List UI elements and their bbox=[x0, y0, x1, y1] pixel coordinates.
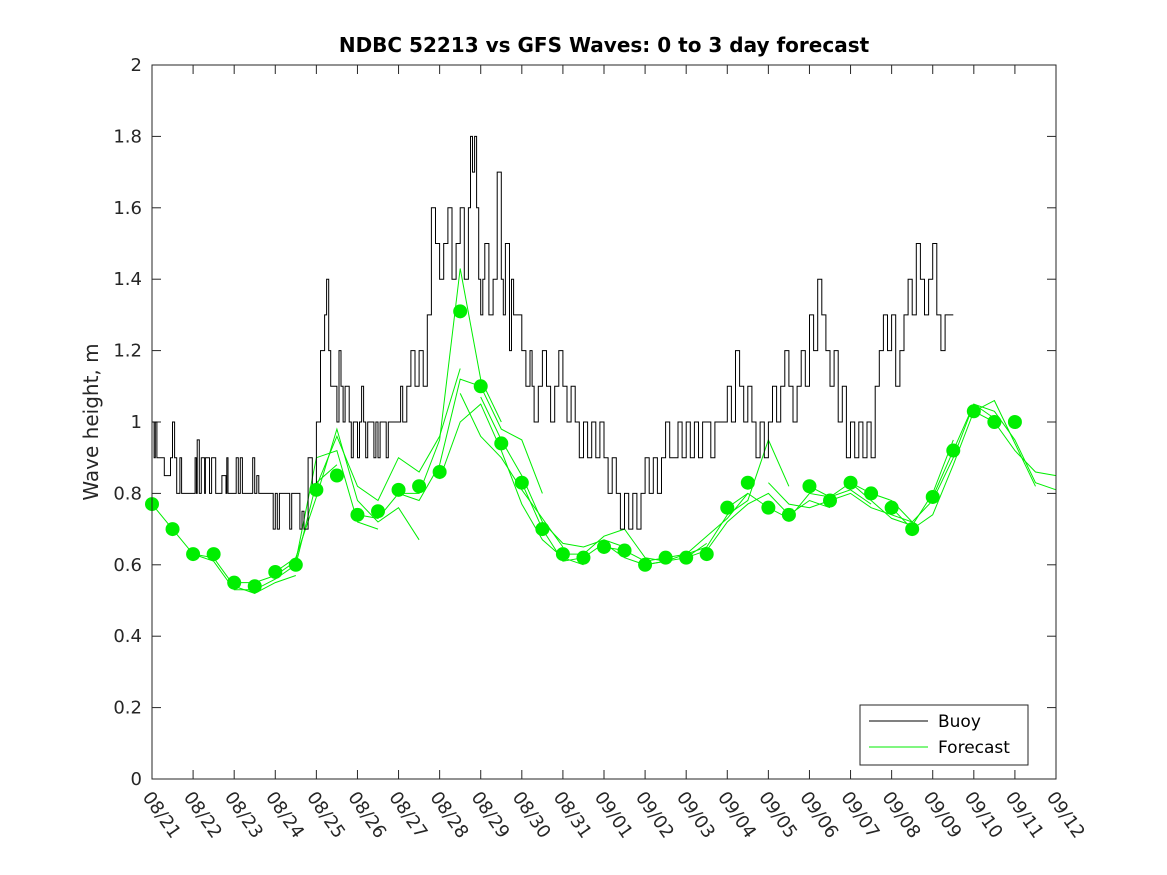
forecast-point bbox=[946, 443, 961, 458]
x-tick-label: 08/23 bbox=[220, 788, 267, 843]
forecast-point bbox=[165, 522, 180, 537]
buoy-series-line bbox=[152, 135, 954, 530]
x-tick-label: 09/01 bbox=[590, 788, 637, 843]
x-tick-label: 09/07 bbox=[836, 788, 883, 843]
x-tick-label: 09/05 bbox=[754, 788, 801, 843]
forecast-point bbox=[617, 543, 632, 558]
x-tick-label: 09/04 bbox=[713, 788, 760, 843]
y-axis-label: Wave height, m bbox=[79, 343, 103, 500]
y-tick-label: 1 bbox=[131, 412, 142, 433]
forecast-run-line bbox=[398, 378, 543, 502]
legend-box bbox=[859, 704, 1029, 766]
chart-title: NDBC 52213 vs GFS Waves: 0 to 3 day fore… bbox=[339, 33, 870, 57]
forecast-run-line bbox=[686, 492, 831, 559]
series-layer bbox=[145, 135, 1057, 594]
forecast-point bbox=[925, 489, 940, 504]
forecast-point bbox=[227, 575, 242, 590]
forecast-point bbox=[412, 479, 427, 494]
x-tick-label: 08/26 bbox=[343, 788, 390, 843]
y-tick-label: 2 bbox=[131, 55, 142, 76]
plot-frame bbox=[151, 64, 1057, 780]
forecast-point bbox=[391, 482, 406, 497]
x-tick-label: 08/24 bbox=[261, 788, 308, 843]
forecast-point bbox=[535, 522, 550, 537]
x-tick-label: 09/12 bbox=[1042, 788, 1089, 843]
x-tick-label: 08/29 bbox=[467, 788, 514, 843]
forecast-point bbox=[206, 547, 221, 562]
forecast-point bbox=[247, 579, 262, 594]
forecast-run-line bbox=[973, 410, 1057, 477]
x-tick-label: 08/31 bbox=[549, 788, 596, 843]
x-tick-label: 09/09 bbox=[919, 788, 966, 843]
forecast-run-line bbox=[275, 427, 420, 573]
y-tick-label: 0.4 bbox=[113, 626, 142, 647]
forecast-point bbox=[453, 304, 468, 319]
forecast-point bbox=[329, 468, 344, 483]
forecast-point bbox=[864, 486, 879, 501]
forecast-point bbox=[843, 475, 858, 490]
forecast-point bbox=[371, 504, 385, 519]
forecast-point bbox=[987, 415, 1002, 429]
x-tick-labels: 08/2108/2208/2308/2408/2508/2608/2708/28… bbox=[138, 788, 1089, 843]
forecast-point bbox=[309, 482, 324, 497]
x-tick-label: 09/03 bbox=[672, 788, 719, 843]
x-tick-label: 08/22 bbox=[179, 788, 226, 843]
x-tick-label: 08/21 bbox=[138, 788, 185, 843]
forecast-point bbox=[494, 436, 509, 451]
forecast-point bbox=[884, 500, 899, 515]
forecast-point bbox=[823, 493, 837, 508]
forecast-point bbox=[638, 557, 653, 572]
forecast-point bbox=[576, 550, 591, 565]
legend: Buoy Forecast bbox=[859, 704, 1029, 766]
forecast-point bbox=[740, 475, 755, 490]
x-tick-label: 08/30 bbox=[508, 788, 555, 843]
x-tick-label: 08/27 bbox=[384, 788, 431, 843]
x-tick-label: 09/10 bbox=[960, 788, 1007, 843]
legend-forecast-label: Forecast bbox=[938, 738, 1010, 758]
forecast-point bbox=[268, 564, 283, 579]
y-tick-label: 0 bbox=[131, 769, 142, 790]
y-tick-label: 1.8 bbox=[113, 126, 142, 147]
axis-ticks bbox=[151, 64, 1057, 780]
forecast-point bbox=[802, 479, 817, 494]
y-tick-label: 1.2 bbox=[113, 341, 142, 362]
forecast-point bbox=[350, 507, 365, 522]
forecast-run-line bbox=[192, 464, 338, 591]
forecast-point bbox=[679, 550, 694, 565]
forecast-point bbox=[514, 475, 529, 490]
forecast-point bbox=[966, 404, 981, 419]
x-tick-label: 09/08 bbox=[878, 788, 925, 843]
forecast-run-line bbox=[315, 368, 461, 502]
x-tick-label: 08/25 bbox=[302, 788, 349, 843]
forecast-point bbox=[720, 500, 735, 515]
forecast-point bbox=[288, 557, 303, 572]
forecast-point bbox=[699, 547, 714, 562]
forecast-point bbox=[905, 522, 920, 537]
y-tick-label: 0.8 bbox=[113, 483, 142, 504]
forecast-point bbox=[658, 550, 673, 565]
forecast-point bbox=[1007, 415, 1022, 429]
y-tick-labels: 0 0.2 0.4 0.6 0.8 1 1.2 1.4 1.6 1.8 2 bbox=[113, 55, 142, 790]
y-tick-label: 0.2 bbox=[113, 698, 142, 719]
forecast-point bbox=[555, 547, 570, 562]
x-tick-label: 09/06 bbox=[795, 788, 842, 843]
forecast-point bbox=[186, 547, 201, 562]
y-tick-label: 0.6 bbox=[113, 555, 142, 576]
y-tick-label: 1.4 bbox=[113, 269, 142, 290]
forecast-point bbox=[781, 507, 796, 522]
x-tick-label: 08/28 bbox=[426, 788, 473, 843]
y-tick-label: 1.6 bbox=[113, 198, 142, 219]
forecast-point bbox=[473, 379, 488, 394]
forecast-point bbox=[597, 539, 611, 554]
x-tick-label: 09/11 bbox=[1001, 788, 1048, 843]
forecast-point bbox=[432, 464, 447, 479]
x-tick-label: 09/02 bbox=[631, 788, 678, 843]
legend-buoy-label: Buoy bbox=[938, 712, 981, 732]
forecast-point bbox=[761, 500, 776, 515]
